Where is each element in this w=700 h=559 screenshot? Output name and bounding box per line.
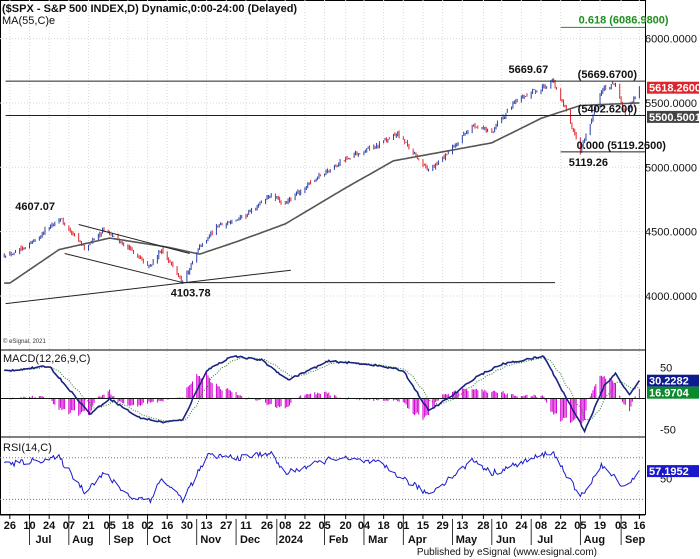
- level-label: (5402.6200): [578, 103, 638, 115]
- date-tick-label: 15: [417, 520, 429, 532]
- ma55-line: [4, 102, 640, 284]
- date-tick-label: 30: [181, 520, 193, 532]
- rsi-panel: 50: [0, 450, 672, 505]
- date-tick-label: 20: [340, 520, 352, 532]
- date-tick-label: 22: [299, 520, 311, 532]
- trendline: [78, 224, 190, 254]
- month-label: Apr: [408, 534, 428, 546]
- fib-level-label: 0.000 (5119.2600): [577, 140, 667, 152]
- macd-tick-label: -50: [660, 425, 676, 437]
- svg-text:30.2282: 30.2282: [649, 376, 689, 388]
- date-axis: 26 10 24 07 21 05 18 02 16 30 13 27 11 26 08 22 05 20 04 18…: [4, 515, 646, 546]
- date-tick-label: 24: [515, 520, 528, 532]
- month-label: Jul: [36, 534, 52, 546]
- date-tick-label: 04: [358, 520, 371, 532]
- price-tick-label: 6000.0000: [645, 34, 697, 46]
- macd-tick-label: 50: [660, 362, 672, 374]
- date-tick-label: 28: [477, 520, 489, 532]
- month-label: Feb: [329, 534, 349, 546]
- date-tick-label: 11: [240, 520, 252, 532]
- month-label: Sep: [625, 534, 645, 546]
- month-label: Dec: [240, 534, 260, 546]
- price-tick-label: 4500.0000: [645, 227, 697, 239]
- fib-level-label: 0.618 (6086.9800): [579, 14, 669, 26]
- date-tick-label: 08: [279, 520, 291, 532]
- publisher-note: Published by eSignal (www.esignal.com): [417, 547, 597, 558]
- svg-text:57.1952: 57.1952: [649, 466, 689, 478]
- price-tick-label: 5000.0000: [645, 162, 697, 174]
- macd-signal-line: [4, 357, 640, 422]
- price-tick-label: 5500.0000: [645, 98, 697, 110]
- date-tick-label: 21: [82, 520, 94, 532]
- macd-line: [4, 355, 641, 434]
- svg-text:5618.2600: 5618.2600: [649, 83, 700, 95]
- date-tick-label: 18: [122, 520, 134, 532]
- date-tick-label: 13: [200, 520, 212, 532]
- date-tick-label: 27: [220, 520, 232, 532]
- date-tick-label: 08: [535, 520, 547, 532]
- date-tick-label: 29: [437, 520, 449, 532]
- date-tick-label: 10: [496, 520, 508, 532]
- month-label: Oct: [152, 534, 171, 546]
- price-annotation: 5119.26: [569, 157, 608, 169]
- date-tick-label: 26: [261, 520, 273, 532]
- price-panel: 4000.0000 4500.0000 5000.0000 5500.0000 6000…: [3, 14, 697, 305]
- month-label: Aug: [584, 534, 605, 546]
- chart-title: ($SPX - S&P 500 INDEX,D) Dynamic,0:00-24…: [2, 3, 297, 15]
- rsi-line: [3, 450, 640, 505]
- level-label: (5669.6700): [578, 69, 638, 81]
- trendline: [5, 269, 291, 305]
- date-tick-label: 22: [555, 520, 567, 532]
- price-annotation: 4607.07: [15, 201, 55, 213]
- price-annotation: 4103.78: [171, 288, 211, 300]
- signal-value-tag: 16.9704: [647, 386, 699, 400]
- date-tick-label: 26: [4, 520, 16, 532]
- copyright: © eSignal, 2021: [3, 338, 46, 345]
- month-label: Aug: [72, 534, 93, 546]
- month-label: Jul: [537, 534, 553, 546]
- rsi-title: RSI(14,C): [3, 442, 52, 454]
- price-tick-label: 4000.0000: [645, 291, 697, 303]
- svg-text:5500.5001: 5500.5001: [649, 112, 700, 124]
- date-tick-label: 16: [161, 520, 173, 532]
- date-tick-label: 13: [456, 520, 468, 532]
- price-annotation: 5669.67: [508, 64, 548, 76]
- chart-grid: [0, 0, 645, 515]
- rsi-value-tag: 57.1952: [647, 465, 699, 478]
- last-price-tag: 5618.2600: [647, 81, 700, 95]
- macd-title: MACD(12,26,9,C): [3, 353, 90, 365]
- chart-frame: [0, 0, 646, 516]
- month-label: 2024: [279, 534, 304, 546]
- date-tick-label: 24: [43, 520, 56, 532]
- svg-text:16.9704: 16.9704: [649, 388, 690, 400]
- date-tick-label: 19: [594, 520, 606, 532]
- ma-value-tag: 5500.5001: [647, 110, 700, 124]
- date-tick-label: 16: [633, 520, 645, 532]
- month-label: Nov: [200, 534, 222, 546]
- macd-value-tag: 30.2282: [647, 374, 699, 388]
- macd-panel: 50 -50: [0, 355, 676, 437]
- trendline: [64, 253, 183, 284]
- month-label: Mar: [368, 534, 388, 546]
- month-label: Sep: [114, 534, 134, 546]
- ma-legend: MA(55,C)e: [2, 15, 55, 27]
- month-label: Jun: [496, 534, 516, 546]
- month-label: May: [456, 534, 478, 546]
- date-tick-label: 18: [378, 520, 390, 532]
